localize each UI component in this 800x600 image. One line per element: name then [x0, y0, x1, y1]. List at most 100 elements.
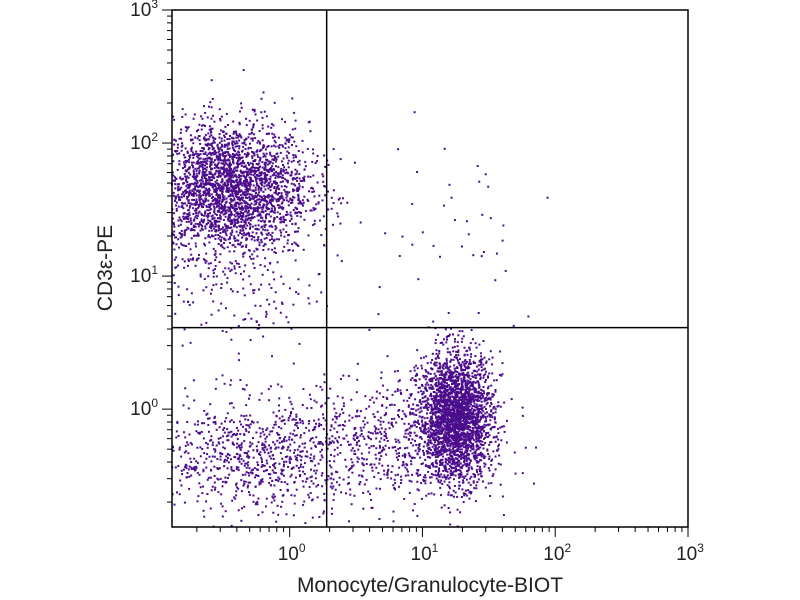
event-dot	[418, 415, 421, 418]
event-dot	[246, 180, 249, 183]
event-dot	[187, 215, 190, 218]
event-dot	[234, 272, 237, 275]
event-dot	[434, 361, 437, 364]
event-dot	[205, 187, 208, 190]
event-dot	[178, 246, 180, 249]
event-dot	[477, 312, 480, 314]
event-dot	[231, 207, 234, 209]
event-dot	[242, 225, 245, 227]
event-dot	[204, 153, 207, 155]
event-dot	[463, 380, 466, 382]
event-dot	[254, 137, 257, 140]
event-dot	[248, 133, 251, 136]
event-dot	[236, 222, 239, 224]
event-dot	[201, 171, 204, 174]
event-dot	[189, 202, 192, 205]
event-dot	[180, 235, 183, 238]
event-dot	[197, 212, 200, 215]
event-dot	[270, 155, 273, 158]
event-dot	[467, 428, 470, 431]
event-dot	[197, 223, 199, 226]
event-dot	[271, 170, 273, 173]
event-dot	[470, 383, 473, 386]
event-dot	[200, 194, 203, 197]
event-dot	[486, 394, 489, 397]
event-dot	[462, 368, 465, 371]
event-dot	[474, 377, 477, 379]
event-dot	[480, 470, 483, 473]
event-dot	[228, 189, 231, 192]
event-dot	[200, 202, 203, 205]
event-dot	[204, 211, 207, 214]
event-dot	[244, 210, 247, 213]
event-dot	[247, 147, 250, 150]
event-dot	[186, 264, 189, 267]
event-dot	[209, 101, 212, 104]
event-dot	[469, 342, 472, 345]
event-dot	[201, 117, 204, 120]
event-dot	[478, 392, 481, 395]
event-dot	[244, 165, 247, 168]
event-dot	[467, 363, 470, 366]
event-dot	[281, 180, 284, 183]
event-dot	[227, 169, 230, 172]
event-dot	[451, 412, 453, 414]
event-dot	[471, 448, 474, 451]
event-dot	[460, 387, 463, 390]
event-dot	[262, 228, 265, 231]
event-dot	[293, 241, 296, 244]
event-dot	[339, 222, 342, 225]
event-dot	[472, 438, 475, 441]
event-dot	[450, 371, 453, 374]
event-dot	[433, 377, 435, 380]
event-dot	[458, 481, 461, 484]
event-dot	[194, 204, 197, 207]
event-dot	[448, 335, 450, 337]
event-dot	[250, 171, 253, 173]
event-dot	[257, 219, 260, 222]
event-dot	[448, 406, 451, 409]
event-dot	[205, 189, 208, 192]
event-dot	[448, 377, 451, 380]
event-dot	[449, 430, 452, 433]
event-dot	[216, 204, 219, 207]
event-dot	[244, 202, 247, 205]
event-dot	[301, 186, 304, 189]
event-dot	[484, 367, 486, 370]
event-dot	[481, 389, 484, 392]
event-dot	[465, 405, 468, 408]
event-dot	[443, 480, 446, 483]
event-dot	[179, 176, 182, 179]
event-dot	[239, 169, 242, 172]
event-dot	[195, 185, 198, 187]
event-dot	[478, 396, 480, 399]
event-dot	[433, 430, 436, 432]
event-dot	[447, 441, 450, 443]
event-dot	[260, 97, 263, 100]
event-dot	[235, 212, 238, 214]
event-dot	[494, 390, 497, 393]
event-dot	[230, 221, 233, 224]
event-dot	[245, 233, 248, 236]
event-dot	[291, 223, 294, 225]
event-dot	[185, 191, 188, 194]
event-dot	[290, 182, 293, 185]
event-dot	[285, 199, 288, 202]
event-dot	[465, 447, 468, 450]
event-dot	[446, 347, 449, 350]
event-dot	[465, 362, 467, 365]
event-dot	[192, 191, 195, 194]
event-dot	[437, 468, 440, 471]
event-dot	[467, 435, 470, 438]
event-dot	[460, 471, 463, 474]
event-dot	[455, 425, 458, 428]
event-dot	[214, 237, 217, 240]
event-dot	[451, 423, 454, 426]
event-dot	[499, 483, 502, 486]
event-dot	[210, 172, 213, 175]
event-dot	[500, 374, 503, 377]
event-dot	[220, 162, 223, 165]
event-dot	[217, 205, 220, 208]
event-dot	[191, 182, 193, 185]
event-dot	[312, 174, 315, 177]
